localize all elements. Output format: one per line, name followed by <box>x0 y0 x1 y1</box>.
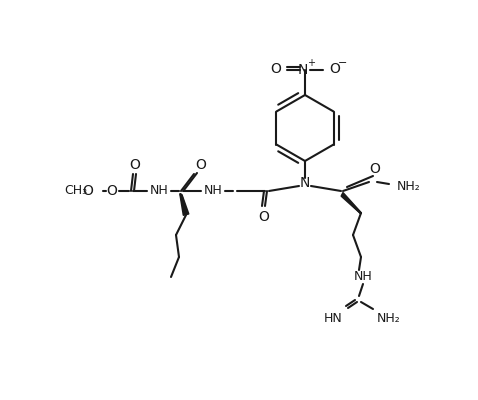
Text: O: O <box>83 184 93 198</box>
Text: N: N <box>298 63 308 77</box>
Text: N: N <box>300 176 310 190</box>
Text: O: O <box>259 210 270 224</box>
Text: NH₂: NH₂ <box>397 180 421 194</box>
Text: O: O <box>196 158 206 172</box>
Text: NH: NH <box>150 184 168 198</box>
Text: CH₃: CH₃ <box>64 184 87 198</box>
Text: O: O <box>107 184 118 198</box>
Text: +: + <box>307 58 315 68</box>
Text: O: O <box>271 62 282 76</box>
Text: NH: NH <box>354 270 372 284</box>
Text: O: O <box>369 162 380 176</box>
Text: NH: NH <box>204 184 222 198</box>
Text: NH₂: NH₂ <box>377 312 401 324</box>
Text: O: O <box>329 62 340 76</box>
Text: HN: HN <box>324 312 342 326</box>
Text: −: − <box>338 58 348 68</box>
Text: O: O <box>130 158 141 172</box>
